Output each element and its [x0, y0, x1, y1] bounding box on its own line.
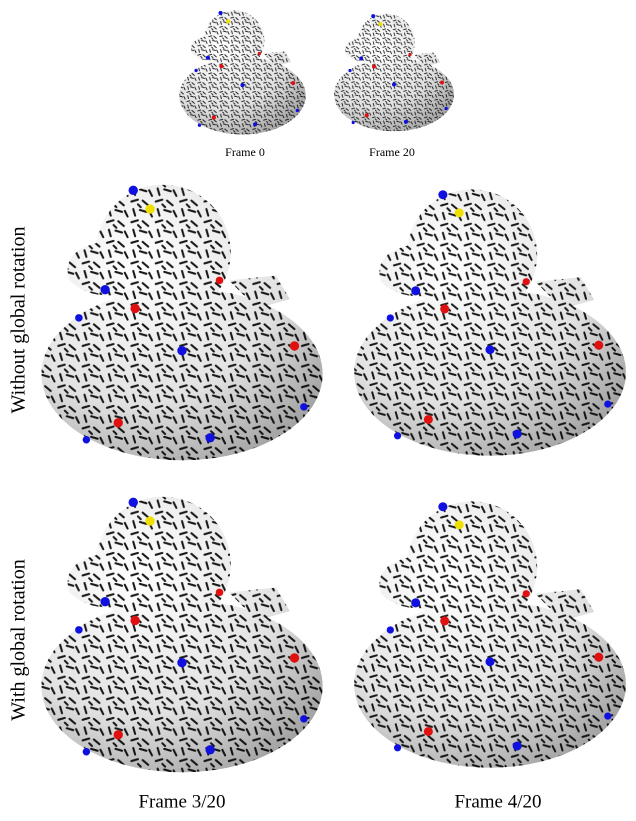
- frame-caption: Frame 20: [369, 145, 415, 159]
- duck-render: [175, 7, 310, 138]
- duck-render: [345, 182, 635, 463]
- row-label: With global rotation: [8, 559, 30, 720]
- duck-render: [32, 177, 332, 468]
- frame-caption: Frame 3/20: [138, 791, 225, 812]
- duck-render: [345, 494, 635, 775]
- row-label: Without global rotation: [8, 227, 30, 414]
- duck-render: [32, 489, 332, 780]
- frame-caption: Frame 4/20: [454, 791, 541, 812]
- duck-render: [330, 11, 458, 135]
- frame-caption: Frame 0: [225, 145, 265, 159]
